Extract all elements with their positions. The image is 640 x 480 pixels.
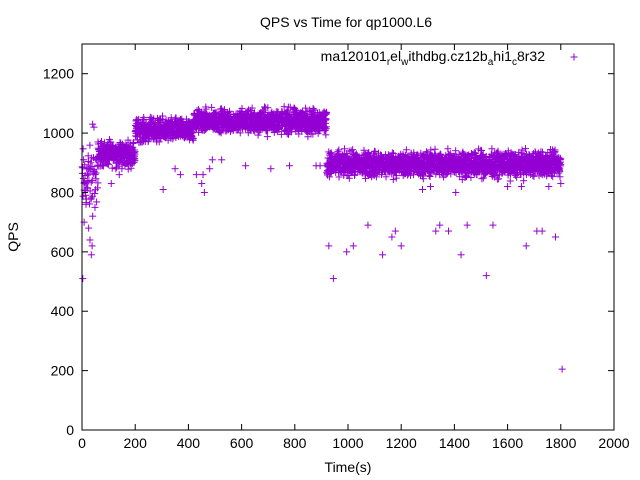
x-tick-label: 800	[283, 435, 307, 451]
x-tick-label: 1200	[386, 435, 417, 451]
data-point	[79, 145, 87, 153]
data-point	[155, 138, 163, 146]
data-point	[189, 135, 197, 143]
x-tick-label: 1800	[545, 435, 576, 451]
data-points-layer	[78, 103, 566, 373]
x-tick-label: 1400	[439, 435, 470, 451]
y-tick-label: 400	[51, 303, 75, 319]
data-point	[127, 164, 135, 172]
x-tick-label: 600	[230, 435, 254, 451]
data-point	[83, 178, 91, 186]
data-point	[80, 156, 88, 164]
x-tick-label: 400	[177, 435, 201, 451]
data-point	[88, 177, 96, 185]
data-point	[105, 160, 113, 168]
data-point	[87, 159, 95, 167]
y-tick-label: 600	[51, 244, 75, 260]
data-point	[89, 212, 97, 220]
data-point	[87, 178, 95, 186]
data-point	[79, 174, 87, 182]
data-point	[172, 114, 180, 122]
data-point	[92, 169, 100, 177]
data-point	[91, 203, 99, 211]
x-tick-label: 1000	[332, 435, 363, 451]
y-tick-label: 200	[51, 363, 75, 379]
data-point	[86, 141, 94, 149]
y-axis-label: QPS	[5, 222, 21, 252]
legend-text-part: hi1	[493, 48, 512, 64]
legend-text-part: 8r32	[517, 48, 545, 64]
data-point	[129, 140, 137, 148]
data-point	[108, 164, 116, 172]
data-point	[83, 171, 91, 179]
y-tick-label: 0	[66, 422, 74, 438]
legend-text-part: ithdbg.cz12b	[408, 48, 488, 64]
x-axis-label: Time(s)	[325, 459, 372, 475]
data-point	[107, 138, 115, 146]
data-point	[91, 171, 99, 179]
y-tick-label: 1200	[43, 66, 74, 82]
y-tick-label: 1000	[43, 125, 74, 141]
data-point	[131, 148, 139, 156]
x-tick-label: 2000	[598, 435, 629, 451]
legend-text-part: ma120101	[321, 48, 387, 64]
data-point	[94, 179, 102, 187]
legend-text-part: el	[390, 48, 401, 64]
data-point	[131, 156, 139, 164]
data-point	[93, 198, 101, 206]
data-point	[87, 194, 95, 202]
x-tick-label: 0	[78, 435, 86, 451]
data-point	[86, 187, 94, 195]
x-tick-label: 200	[124, 435, 148, 451]
chart-title: QPS vs Time for qp1000.L6	[260, 14, 432, 30]
x-tick-label: 1600	[492, 435, 523, 451]
data-point	[99, 162, 107, 170]
data-point	[91, 190, 99, 198]
y-tick-label: 800	[51, 184, 75, 200]
data-point	[189, 134, 197, 142]
